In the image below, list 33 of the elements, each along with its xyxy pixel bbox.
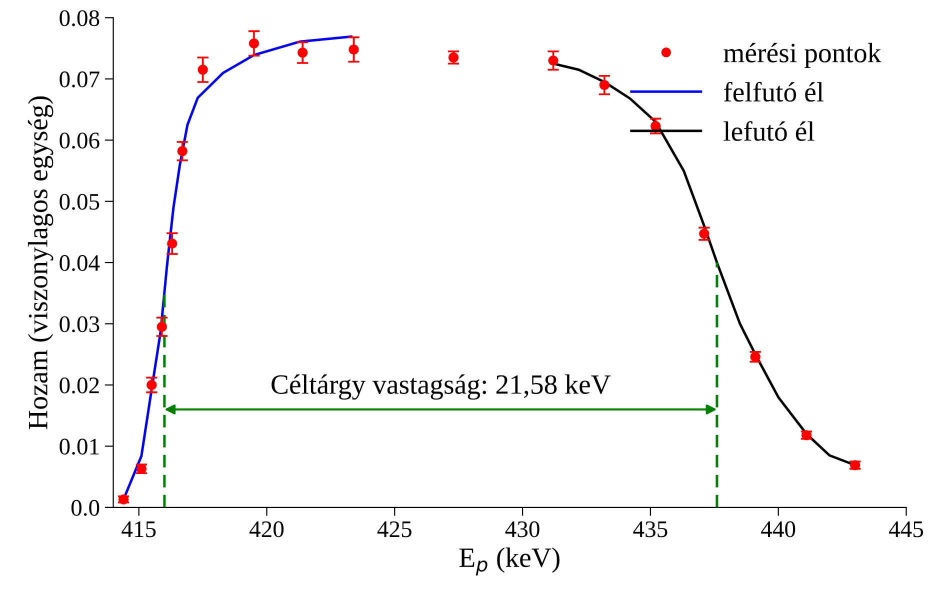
x-tick-label: 415 (122, 521, 156, 538)
legend-label: felfutó él (724, 82, 824, 102)
x-tick-label: 435 (633, 521, 668, 538)
x-tick-label: 445 (888, 521, 924, 538)
y-tick-label: 0.04 (60, 255, 100, 272)
y-tick-label: 0.0 (71, 500, 100, 516)
x-tick-label: 440 (761, 521, 796, 538)
x-tick-label: 420 (250, 521, 284, 538)
point (599, 80, 610, 90)
y-tick-label: 0.01 (60, 438, 99, 455)
legend-label: mérési pontok (724, 42, 882, 68)
y-tick-label: 0.08 (60, 10, 100, 26)
y-tick-label: 0.06 (60, 132, 100, 149)
y-tick-label: 0.05 (60, 194, 100, 210)
y-tick-label: 0.02 (60, 377, 99, 394)
point (297, 48, 308, 58)
point (177, 146, 188, 156)
point (650, 120, 661, 132)
point (167, 238, 178, 249)
y-tick-label: 0.07 (60, 71, 100, 88)
point (548, 55, 558, 66)
annotation: Céltárgy vastagság: 21,58 keV (272, 374, 611, 400)
point (146, 380, 157, 390)
legend-label: lefutó él (724, 121, 814, 141)
x-tick-label: 430 (505, 521, 540, 538)
point (248, 38, 260, 48)
y-axis-title: Hozam (viszonylagos egység) (28, 96, 54, 430)
point (198, 64, 208, 75)
x-axis-title: E$_{p}$ (keV) (459, 548, 560, 576)
point (348, 44, 359, 55)
x-tick-label: 425 (377, 521, 412, 538)
point (156, 322, 167, 332)
y-tick-label: 0.03 (60, 316, 100, 332)
